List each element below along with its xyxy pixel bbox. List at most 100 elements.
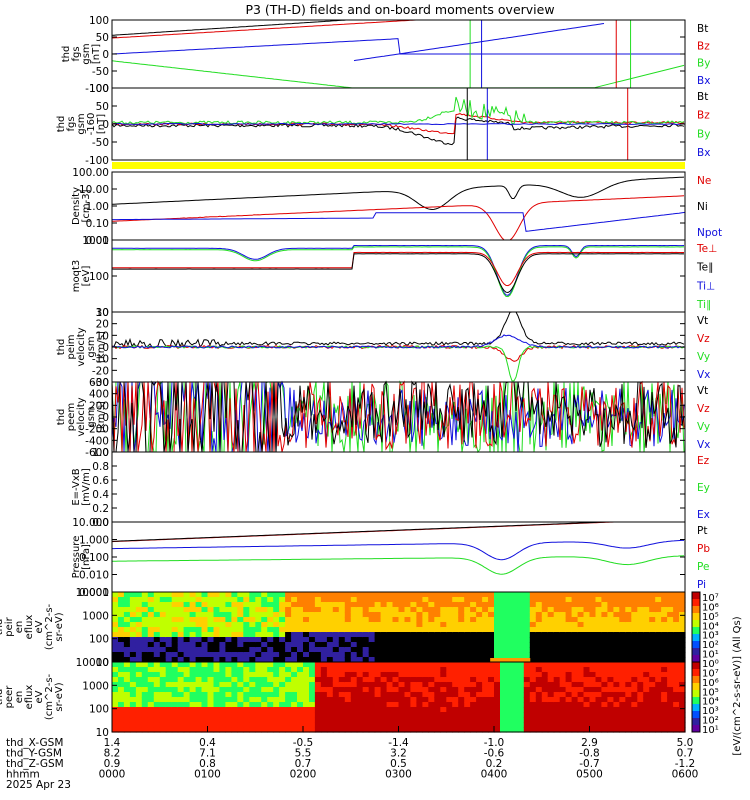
spectrogram-cell xyxy=(135,607,143,613)
spectrogram-cell xyxy=(326,672,334,678)
spectrogram-cell xyxy=(374,717,382,723)
spectrogram-cell xyxy=(123,592,131,598)
spectrogram-cell xyxy=(303,707,310,713)
spectrogram-cell xyxy=(559,607,567,613)
spectrogram-cell xyxy=(225,672,232,678)
spectrogram-cell xyxy=(446,592,453,598)
spectrogram-cell xyxy=(267,722,274,728)
spectrogram-cell xyxy=(661,717,668,723)
spectrogram-cell xyxy=(583,727,591,733)
spectrogram-cell xyxy=(589,602,597,608)
spectrogram-cell xyxy=(112,617,119,623)
spectrogram-cell xyxy=(141,712,149,718)
spectrogram-cell xyxy=(159,637,167,643)
spectrogram-cell xyxy=(679,627,686,633)
spectrogram-cell xyxy=(446,612,453,618)
spectrogram-cell xyxy=(440,702,447,708)
spectrogram-cell xyxy=(535,622,543,628)
spectrogram-cell xyxy=(446,597,453,603)
spectrogram-cell xyxy=(165,692,173,698)
spectrogram-cell xyxy=(195,592,203,598)
spectrogram-cell xyxy=(673,642,680,648)
spectrogram-cell xyxy=(165,667,173,673)
spectrogram-cell xyxy=(440,677,447,683)
x-tick-label: 5.0 xyxy=(677,737,694,749)
spectrogram-cell xyxy=(488,617,495,623)
spectrogram-cell xyxy=(243,627,250,633)
spectrogram-cell xyxy=(291,632,298,638)
spectrogram-cell xyxy=(446,602,453,608)
spectrogram-cell xyxy=(201,632,209,638)
spectrogram-cell xyxy=(374,627,382,633)
spectrogram-cell xyxy=(320,712,328,718)
y-label-line: [cm-3] xyxy=(81,189,92,222)
spectrogram-cell xyxy=(213,632,221,638)
spectrogram-cell xyxy=(159,672,167,678)
spectrogram-cell xyxy=(583,667,591,673)
spectrogram-cell xyxy=(619,617,626,623)
spectrogram-cell xyxy=(464,702,471,708)
spectrogram-cell xyxy=(314,617,322,623)
npot-line xyxy=(112,211,686,232)
spectrogram-cell xyxy=(207,632,215,638)
spectrogram-cell xyxy=(285,677,292,683)
spectrogram-cell xyxy=(112,722,119,728)
spectrogram-cell xyxy=(607,722,614,728)
spectrogram-cell xyxy=(368,727,376,733)
spectrogram-cell xyxy=(189,687,197,693)
spectrogram-cell xyxy=(643,637,650,643)
spectrogram-cell xyxy=(416,612,423,618)
spectrogram-cell xyxy=(505,607,513,613)
legend-Ey: Ey xyxy=(697,482,710,494)
spectrogram-cell xyxy=(189,657,197,663)
spectrogram-cell xyxy=(661,697,668,703)
spectrogram-cell xyxy=(470,717,477,723)
spectrogram-cell xyxy=(529,677,537,683)
spectrogram-cell xyxy=(583,712,591,718)
spectrogram-cell xyxy=(344,707,352,713)
spectrogram-cell xyxy=(553,722,561,728)
spectrogram-cell xyxy=(488,667,495,673)
spectrogram-cell xyxy=(535,672,543,678)
spectrogram-cell xyxy=(464,632,471,638)
spectrogram-cell xyxy=(452,717,459,723)
spectrogram-cell xyxy=(332,647,340,653)
spectrogram-cell xyxy=(553,682,561,688)
spectrogram-cell xyxy=(625,592,632,598)
spectrogram-cell xyxy=(118,617,125,623)
spectrogram-cell xyxy=(434,722,441,728)
spectrogram-cell xyxy=(470,652,477,658)
spectrogram-cell xyxy=(452,692,459,698)
spectrogram-cell xyxy=(338,702,346,708)
spectrogram-cell xyxy=(350,612,358,618)
spectrogram-cell xyxy=(505,722,513,728)
y-label-line: thd xyxy=(0,619,5,636)
spectrogram-cell xyxy=(517,647,525,653)
y-tick-label: 400 xyxy=(89,389,109,401)
spectrogram-cell xyxy=(661,627,668,633)
spectrogram-cell xyxy=(673,667,680,673)
spectrogram-cell xyxy=(129,637,137,643)
spectrogram-cell xyxy=(368,702,376,708)
spectrogram-cell xyxy=(171,697,179,703)
colorbar-segment xyxy=(692,599,700,607)
spectrogram-cell xyxy=(320,717,328,723)
spectrogram-cell xyxy=(374,697,382,703)
spectrogram-cell xyxy=(320,667,328,673)
spectrogram-cell xyxy=(535,632,543,638)
spectrogram-cell xyxy=(177,657,185,663)
spectrogram-cell xyxy=(631,597,638,603)
spectrogram-cell xyxy=(159,622,167,628)
spectrogram-cell xyxy=(428,667,435,673)
spectrogram-cell xyxy=(225,622,232,628)
spectrogram-cell xyxy=(667,677,674,683)
spectrogram-cell xyxy=(118,702,125,708)
spectrogram-cell xyxy=(392,602,400,608)
y-tick-label: 0.8 xyxy=(92,461,109,473)
spectrogram-cell xyxy=(129,642,137,648)
spectrogram-cell xyxy=(637,717,644,723)
spectrogram-cell xyxy=(392,632,400,638)
spectrogram-cell xyxy=(511,667,519,673)
spectrogram-cell xyxy=(314,652,322,658)
spectrogram-cell xyxy=(171,622,179,628)
